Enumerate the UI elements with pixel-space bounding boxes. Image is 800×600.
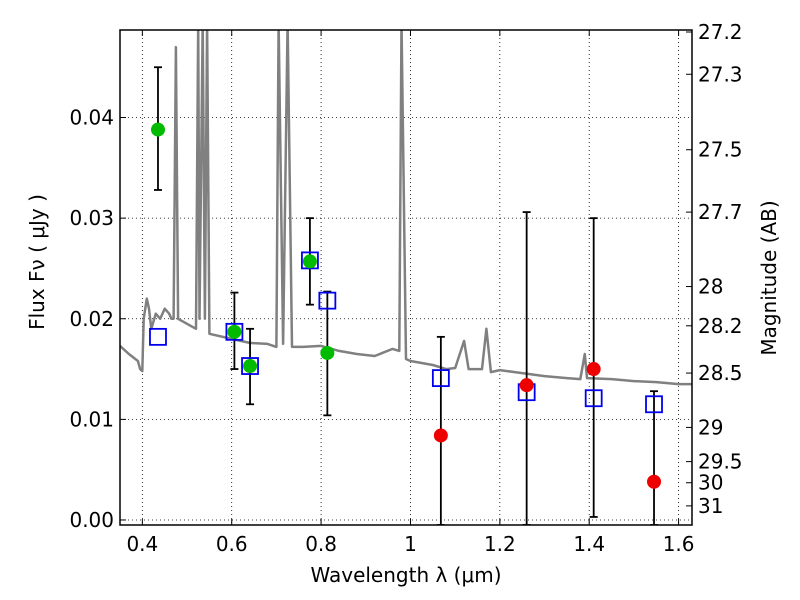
model-square-marker bbox=[318, 291, 337, 310]
model-square-marker bbox=[225, 322, 244, 341]
data-point-marker bbox=[586, 362, 601, 377]
x-tick-label: 1 bbox=[404, 532, 417, 556]
data-point-marker bbox=[320, 345, 335, 360]
y-tick-label: 0.04 bbox=[69, 106, 114, 130]
y-tick-label: 0.00 bbox=[69, 508, 114, 532]
right-tick-label: 27.2 bbox=[698, 20, 743, 44]
data-point-marker bbox=[433, 428, 448, 443]
right-tick-label: 27.3 bbox=[698, 62, 743, 86]
model-square-marker bbox=[645, 395, 663, 414]
x-tick-label: 0.4 bbox=[126, 532, 158, 556]
y-tick-label: 0.02 bbox=[69, 307, 114, 331]
x-tick-label: 1.6 bbox=[663, 532, 695, 556]
x-tick-label: 0.6 bbox=[216, 532, 248, 556]
right-tick-label: 27.7 bbox=[698, 200, 743, 224]
model-spectrum bbox=[120, 30, 692, 386]
x-axis-label: Wavelength λ (μm) bbox=[310, 563, 501, 587]
right-tick-label: 28.2 bbox=[698, 314, 743, 338]
right-axis-label: Magnitude (AB) bbox=[757, 200, 781, 355]
y-tick-label: 0.03 bbox=[69, 206, 114, 230]
x-tick-label: 0.8 bbox=[305, 532, 337, 556]
plot-frame bbox=[119, 29, 693, 526]
model-square-marker bbox=[149, 327, 167, 346]
spectrum-line bbox=[120, 30, 692, 386]
right-tick-label: 31 bbox=[698, 494, 723, 518]
model-square-marker bbox=[584, 389, 603, 408]
right-tick-label: 27.5 bbox=[698, 138, 743, 162]
right-tick-label: 29.5 bbox=[698, 450, 743, 474]
data-point-marker bbox=[227, 324, 242, 339]
data-point-marker bbox=[302, 254, 317, 269]
y-axis-ticks: 0.00 0.01 0.02 0.03 0.04 bbox=[69, 106, 126, 532]
y-tick-label: 0.01 bbox=[69, 407, 114, 431]
data-markers bbox=[149, 122, 663, 489]
model-square-marker bbox=[241, 357, 259, 375]
data-point-marker bbox=[647, 474, 662, 489]
right-tick-label: 29 bbox=[698, 415, 723, 439]
data-point-marker bbox=[150, 122, 165, 137]
x-tick-label: 1.4 bbox=[573, 532, 605, 556]
x-tick-label: 1.2 bbox=[484, 532, 516, 556]
x-axis-ticks: 0.4 0.6 0.8 1 1.2 1.4 1.6 bbox=[126, 30, 695, 556]
y-axis-label: Flux Fν ( μJy ) bbox=[25, 194, 49, 330]
right-tick-label: 28.5 bbox=[698, 361, 743, 385]
data-point-marker bbox=[243, 359, 258, 374]
model-square-marker bbox=[431, 369, 450, 388]
data-point-marker bbox=[519, 378, 534, 393]
right-tick-label: 30 bbox=[698, 471, 723, 495]
right-tick-label: 28 bbox=[698, 275, 723, 299]
